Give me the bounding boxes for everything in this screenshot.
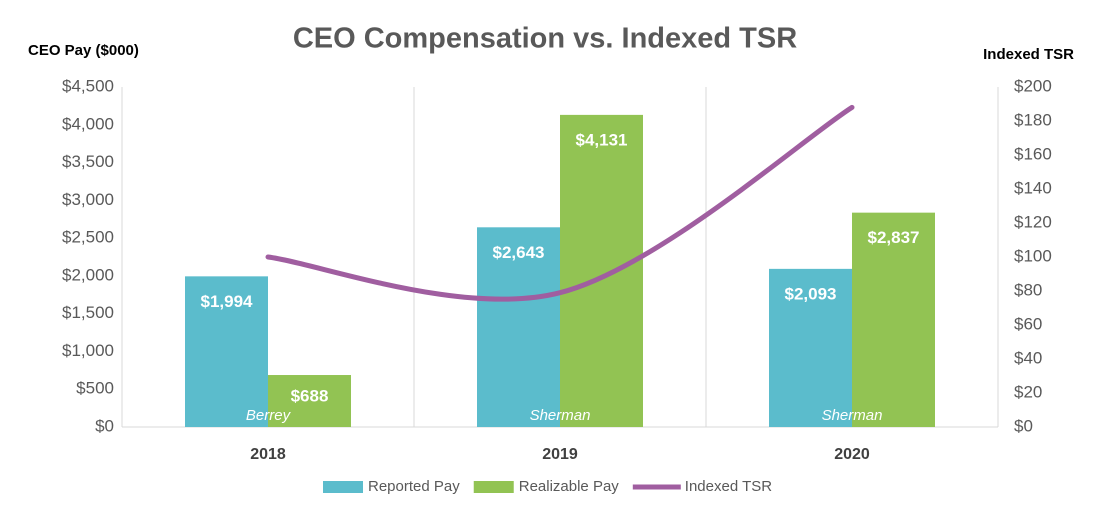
y2-axis-label: Indexed TSR [983,46,1074,63]
data-label: $688 [291,386,329,405]
y-tick-label: $3,000 [62,190,114,209]
y-tick-label: $1,500 [62,303,114,322]
data-label: $2,093 [785,284,837,303]
data-label: $1,994 [201,292,254,311]
y-tick-label: $0 [95,416,114,435]
bar [477,227,560,427]
x-tick-label: 2020 [834,446,870,463]
chart-title: CEO Compensation vs. Indexed TSR [293,23,797,55]
bar [769,268,852,427]
bar [185,276,268,427]
legend-swatch [323,481,363,493]
data-label: $2,643 [493,243,545,262]
ceo-name: Berrey [246,407,292,424]
ceo-name: Sherman [822,407,883,424]
data-label: $2,837 [868,228,920,247]
y-tick-label: $4,500 [62,76,114,95]
y2-tick-label: $160 [1014,144,1052,163]
y-tick-label: $1,000 [62,341,114,360]
y-tick-label: $3,500 [62,152,114,171]
bar [268,375,351,427]
y-tick-label: $4,000 [62,114,114,133]
legend-swatch [473,481,514,493]
bar [852,212,935,427]
x-tick-label: 2018 [250,446,286,463]
y2-tick-label: $40 [1014,348,1042,367]
y2-tick-label: $100 [1014,246,1052,265]
data-label: $4,131 [576,130,628,149]
x-tick-label: 2019 [542,446,578,463]
y2-tick-label: $180 [1014,110,1052,129]
y2-tick-label: $140 [1014,178,1052,197]
y2-tick-label: $0 [1014,416,1033,435]
y-tick-label: $2,000 [62,265,114,284]
y2-tick-label: $120 [1014,212,1052,231]
y2-tick-label: $80 [1014,280,1042,299]
ceo-name: Sherman [530,407,591,424]
legend-label: Realizable Pay [519,478,620,495]
y2-tick-label: $60 [1014,314,1042,333]
line [265,104,855,302]
legend-label: Reported Pay [368,478,460,495]
legend-label: Indexed TSR [685,478,772,495]
y-tick-label: $500 [76,379,114,398]
bar [560,114,643,427]
y2-tick-label: $200 [1014,76,1052,95]
y-axis-label: CEO Pay ($000) [28,42,139,59]
y2-tick-label: $20 [1014,382,1042,401]
y-tick-label: $2,500 [62,228,114,247]
